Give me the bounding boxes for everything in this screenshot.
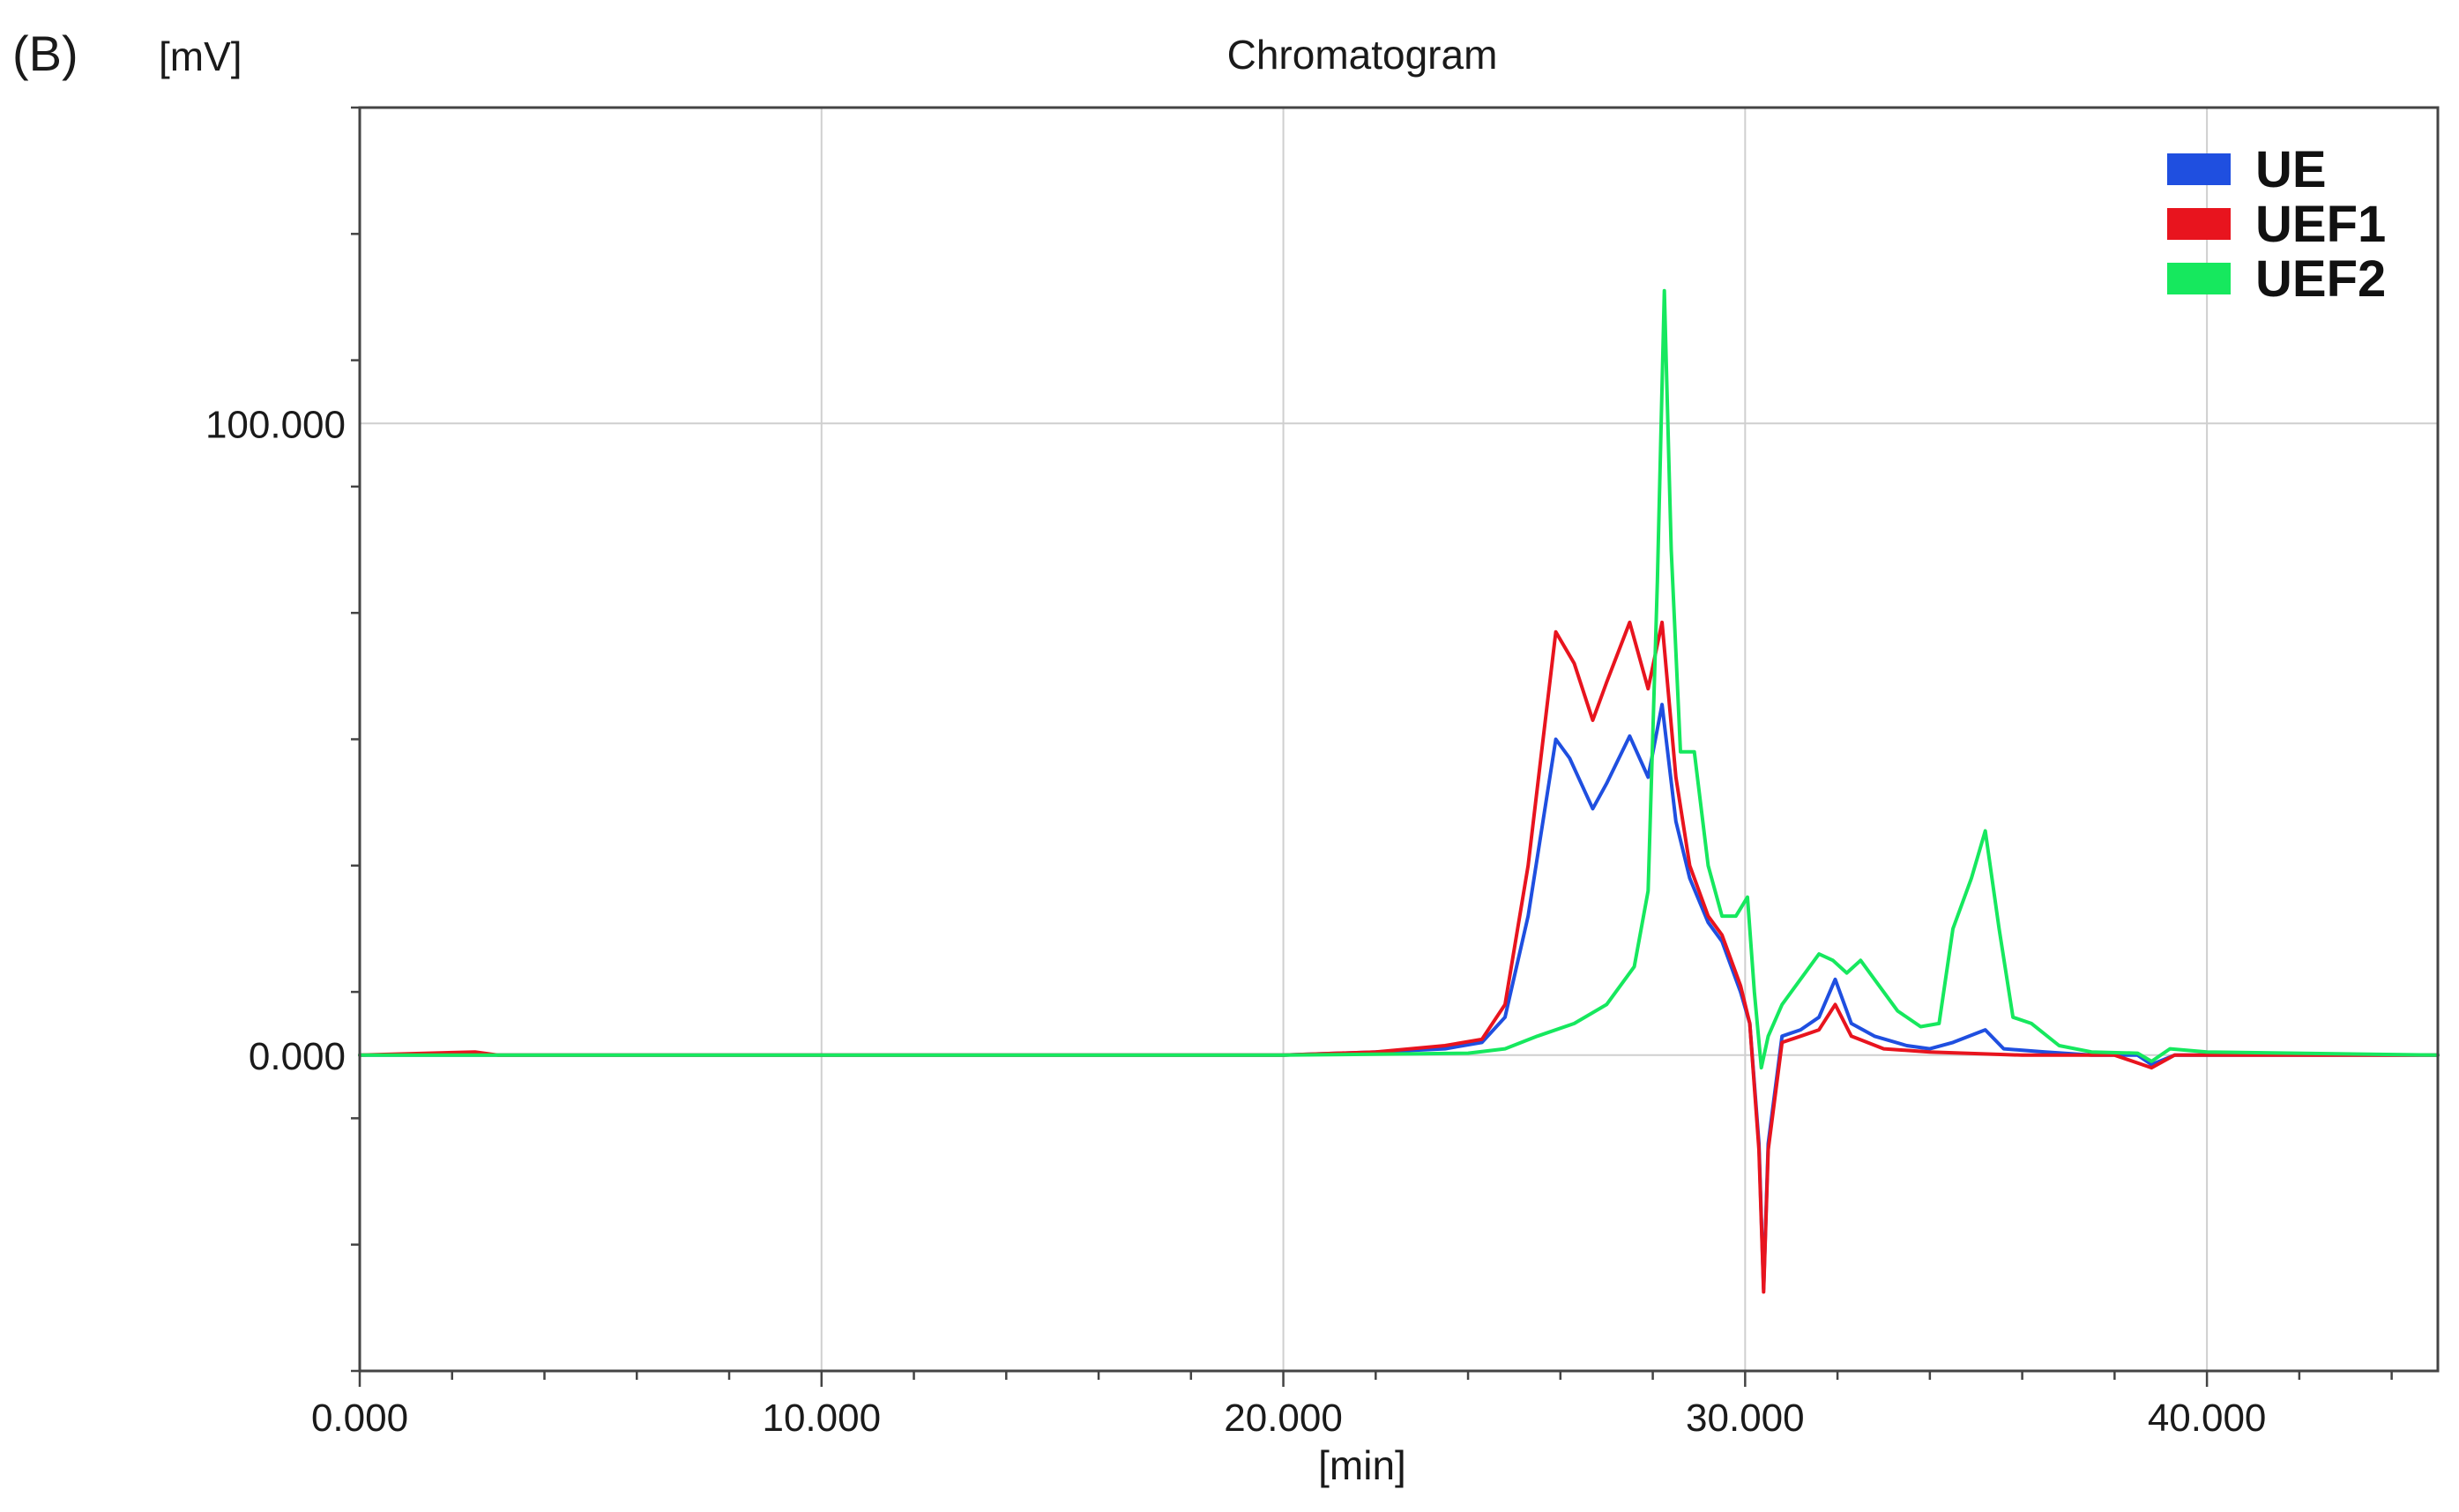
x-tick-label: 10.000 (762, 1397, 881, 1440)
series-line-uef2 (358, 288, 2440, 1070)
legend-swatch-ue (2167, 153, 2231, 185)
series-line-ue (358, 703, 2440, 1291)
chart-title: Chromatogram (1227, 32, 1498, 78)
y-tick-label: 0.000 (249, 1035, 346, 1078)
x-axis-label: [min] (1318, 1442, 1406, 1488)
y-tick-label: 100.000 (205, 403, 346, 446)
x-tick-label: 30.000 (1686, 1397, 1805, 1440)
legend-label-ue: UE (2255, 141, 2327, 198)
y-axis-label: [mV] (159, 34, 242, 79)
series-line-uef1 (358, 620, 2440, 1294)
legend-label-uef1: UEF1 (2255, 196, 2386, 253)
x-tick-label: 0.000 (311, 1397, 408, 1440)
grid (360, 108, 2438, 1371)
x-tick-label: 40.000 (2148, 1397, 2267, 1440)
x-tick-label: 20.000 (1224, 1397, 1343, 1440)
panel-label: (B) (12, 26, 78, 81)
series-lines (358, 288, 2440, 1294)
legend-label-uef2: UEF2 (2255, 250, 2386, 308)
legend-swatch-uef2 (2167, 263, 2231, 294)
legend-swatch-uef1 (2167, 208, 2231, 240)
axis-ticks: 0.000 10.000 20.000 30.000 40.000 0.000 100.00… (205, 106, 2393, 1440)
plot-frame (358, 106, 2440, 1373)
